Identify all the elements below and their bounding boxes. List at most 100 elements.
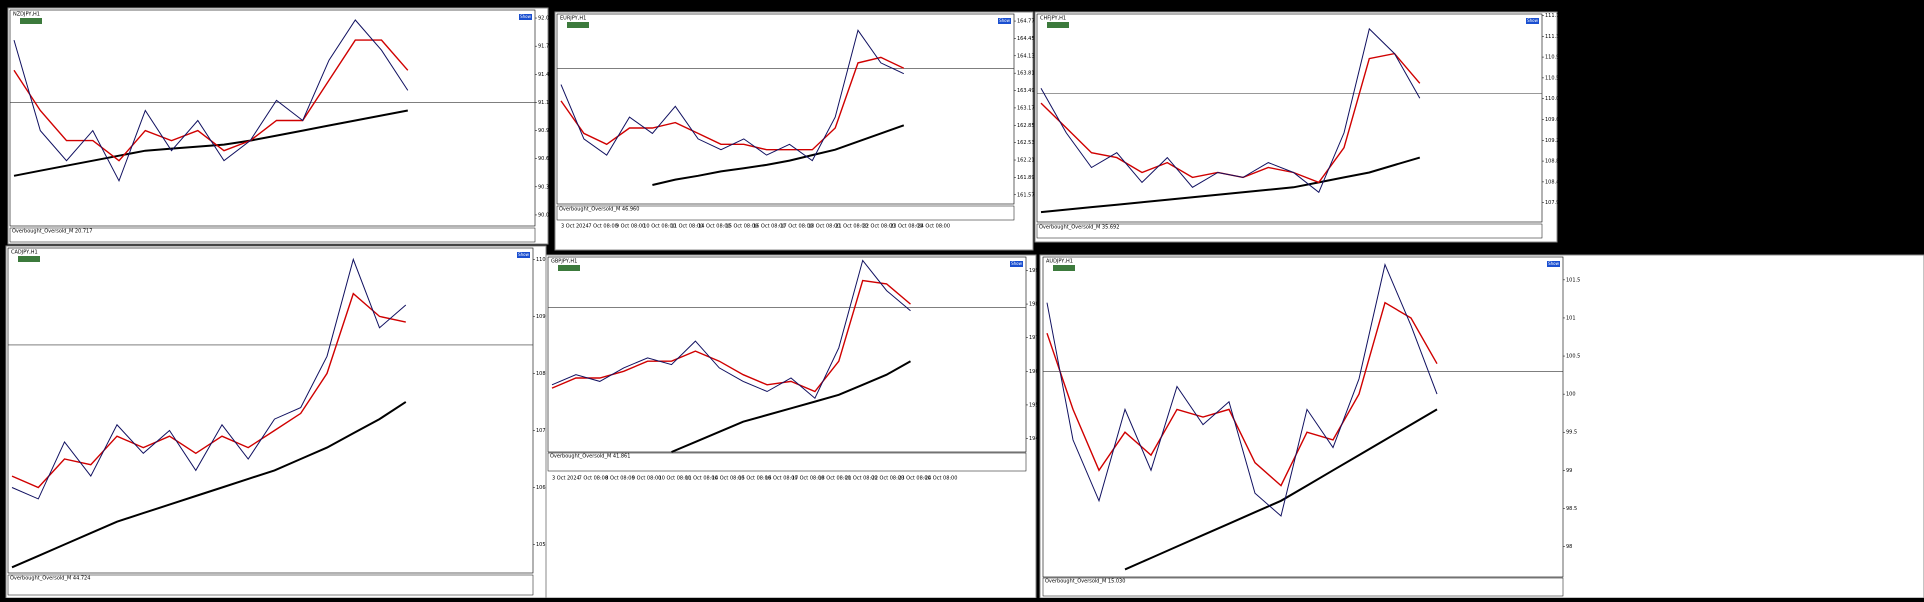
trend-line <box>11 401 407 569</box>
y-tick-label: 108.41 <box>1545 179 1563 185</box>
x-tick-label: 18 Oct 08:00 <box>808 224 841 230</box>
y-tick-label: 199 <box>1029 268 1039 274</box>
show-button-label: Show <box>999 18 1011 23</box>
show-button[interactable] <box>1526 18 1539 24</box>
ma-line <box>1046 301 1438 487</box>
y-tick-label: 163.17 <box>1017 105 1035 111</box>
indicator-panel <box>7 574 534 596</box>
indicator-panel <box>9 227 536 243</box>
x-tick-label: 3 Oct 2024 <box>561 224 589 230</box>
x-tick-label: 24 Oct 08:00 <box>925 476 958 482</box>
show-button[interactable] <box>1547 261 1560 267</box>
chart-area <box>556 13 1015 205</box>
x-tick-label: 22 Oct 08:00 <box>872 476 905 482</box>
y-tick-label: 101.5 <box>1566 277 1580 283</box>
y-tick-label: 110.93 <box>1545 55 1563 61</box>
y-tick-label: 164.45 <box>1017 36 1035 42</box>
chart-area <box>1036 13 1543 223</box>
window-title: CADJPY,H1 <box>11 250 38 256</box>
y-tick-label: 100 <box>1566 392 1576 398</box>
y-tick-label: 109 <box>536 314 546 320</box>
show-button-label: Show <box>1548 261 1560 266</box>
show-button[interactable] <box>998 18 1011 24</box>
y-tick-label: 92.02 <box>538 16 552 22</box>
y-tick-label: 164.77 <box>1017 19 1035 25</box>
x-tick-label: 16 Oct 08:00 <box>753 224 786 230</box>
show-button[interactable] <box>517 252 530 258</box>
window-title: CHFJPY,H1 <box>1040 16 1066 22</box>
y-tick-label: 90.62 <box>538 156 552 162</box>
chart-area <box>1042 256 1564 578</box>
y-tick-label: 106 <box>536 485 546 491</box>
window-title: NZDJPY,H1 <box>13 12 40 18</box>
indicator-panel <box>1036 223 1543 239</box>
symbol-badge <box>18 256 40 262</box>
y-tick-label: 91.18 <box>538 100 552 106</box>
chart-window: AUDJPY,H1 Show 101.5 101 100.5 100 99.5 99 98.5 9… <box>1039 254 1924 599</box>
chart-window: NZDJPY,H1 Show 92.02 91.74 91.46 91.18 90.9 90.… <box>7 7 552 245</box>
window-title: EURJPY,H1 <box>560 16 586 22</box>
close-line <box>1040 27 1421 194</box>
chart-area <box>7 247 534 574</box>
symbol-badge <box>1053 265 1075 271</box>
y-tick-label: 196 <box>1029 369 1039 375</box>
x-tick-label: 7 Oct 08:00 <box>588 224 617 230</box>
y-tick-label: 110.51 <box>1545 75 1563 81</box>
chart-window: EURJPY,H1 Show 164.77 164.45 164.13 163.81 163… <box>554 11 1035 251</box>
x-tick-label: 21 Oct 08:00 <box>835 224 868 230</box>
x-tick-label: 15 Oct 08:00 <box>738 476 771 482</box>
indicator-label: Overbought_Oversold_M 15.030 <box>1045 579 1125 585</box>
trend-line <box>1124 408 1438 571</box>
x-tick-label: 14 Oct 08:00 <box>698 224 731 230</box>
y-tick-label: 110.09 <box>1545 96 1563 102</box>
y-tick-label: 90.9 <box>538 128 549 134</box>
y-tick-label: 91.74 <box>538 44 552 50</box>
y-tick-label: 161.89 <box>1017 175 1035 181</box>
chart-area <box>547 256 1027 453</box>
show-button[interactable] <box>1010 261 1023 267</box>
symbol-badge <box>567 22 589 28</box>
x-tick-label: 9 Oct 08:00 <box>616 224 645 230</box>
x-tick-label: 8 Oct 08:00 <box>605 476 634 482</box>
x-tick-label: 10 Oct 08:00 <box>659 476 692 482</box>
y-tick-label: 90.06 <box>538 212 552 218</box>
close-line <box>11 257 407 500</box>
chart-window: CADJPY,H1 Show 110 109 108 107 106 105 Overbough… <box>5 245 547 599</box>
symbol-badge <box>558 265 580 271</box>
indicator-panel <box>1042 577 1564 597</box>
y-tick-label: 109.25 <box>1545 138 1563 144</box>
y-tick-label: 111.77 <box>1545 13 1563 19</box>
show-button[interactable] <box>519 14 532 20</box>
y-tick-label: 194 <box>1029 436 1039 442</box>
y-tick-label: 108 <box>536 371 546 377</box>
trend-line <box>652 124 905 186</box>
show-button-label: Show <box>520 14 532 19</box>
y-tick-label: 164.13 <box>1017 53 1035 59</box>
y-tick-label: 162.21 <box>1017 158 1035 164</box>
x-tick-label: 17 Oct 08:00 <box>780 224 813 230</box>
indicator-label: Overbought_Oversold_M 41.861 <box>550 454 630 460</box>
close-line <box>1046 262 1438 517</box>
y-tick-label: 98 <box>1566 544 1572 550</box>
trend-line <box>1040 156 1421 214</box>
indicator-panel <box>556 205 1015 221</box>
indicator-label: Overbought_Oversold_M 20.717 <box>12 229 92 235</box>
trend-line <box>13 109 408 177</box>
y-tick-label: 105 <box>536 542 546 548</box>
x-tick-label: 10 Oct 08:00 <box>643 224 676 230</box>
window-title: AUDJPY,H1 <box>1046 259 1073 265</box>
y-tick-label: 111.35 <box>1545 34 1563 40</box>
y-tick-label: 107.99 <box>1545 200 1563 206</box>
y-tick-label: 108.83 <box>1545 159 1563 165</box>
show-button-label: Show <box>1011 261 1023 266</box>
window-title: GBPJPY,H1 <box>551 259 577 265</box>
y-tick-label: 110 <box>536 257 546 263</box>
y-tick-label: 162.53 <box>1017 140 1035 146</box>
y-tick-label: 91.46 <box>538 72 552 78</box>
x-tick-label: 9 Oct 08:00 <box>632 476 661 482</box>
x-tick-label: 3 Oct 2024 <box>552 476 580 482</box>
x-tick-label: 23 Oct 08:00 <box>898 476 931 482</box>
x-tick-label: 22 Oct 08:00 <box>863 224 896 230</box>
show-button-label: Show <box>1527 18 1539 23</box>
